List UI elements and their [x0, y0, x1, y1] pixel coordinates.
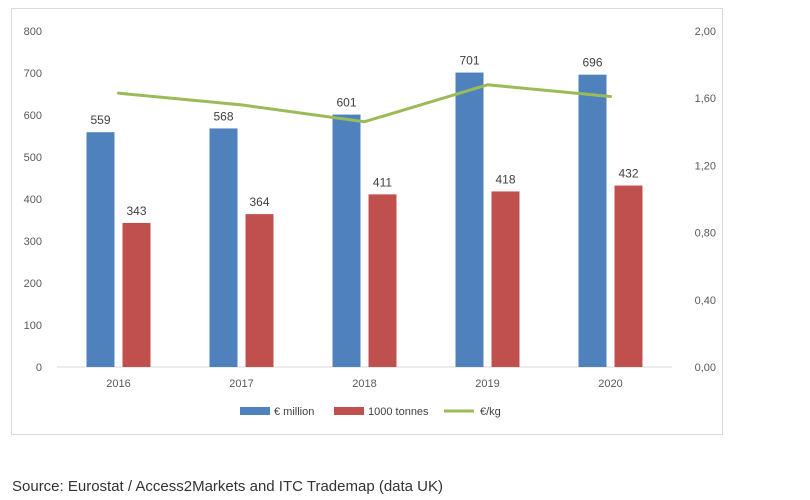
legend-swatch	[240, 407, 270, 415]
bar-million-2019	[455, 72, 484, 367]
left-axis-tick: 100	[24, 320, 42, 332]
right-axis-tick: 0,40	[695, 295, 716, 307]
bar-data-label: 568	[213, 109, 233, 123]
left-axis-tick: 500	[24, 152, 42, 164]
bar-million-2017	[209, 128, 238, 367]
left-axis-tick: 400	[24, 194, 42, 206]
left-axis-tick: 300	[24, 236, 42, 248]
source-note: Source: Eurostat / Access2Markets and IT…	[12, 478, 444, 495]
bar-data-label: 696	[582, 56, 602, 70]
chart: 0 100 200 300 400 500 600 700 800 0,00 0,40 0,80 1,…	[24, 26, 716, 418]
bar-1000-tonnes-2016	[122, 222, 151, 367]
bar-1000-tonnes-2017	[245, 214, 274, 367]
right-axis-tick: 0,00	[695, 362, 716, 374]
bar-data-label: 411	[373, 175, 392, 189]
left-axis-tick: 700	[24, 68, 42, 80]
left-axis-tick: 200	[24, 278, 42, 290]
left-axis-tick: 600	[24, 110, 42, 122]
legend-label: €/kg	[480, 406, 501, 418]
legend-label: € million	[274, 406, 314, 418]
category-label: 2018	[352, 378, 376, 390]
bar-million-2018	[332, 114, 361, 367]
bar-million-2016	[86, 132, 115, 367]
category-label: 2017	[229, 378, 253, 390]
right-axis-tick: 2,00	[695, 26, 716, 38]
bar-data-label: 343	[126, 204, 146, 218]
category-label: 2019	[475, 378, 499, 390]
bar-data-label: 701	[459, 54, 479, 68]
bar-million-2020	[578, 74, 607, 368]
bar-data-label: 601	[336, 96, 356, 110]
category-label: 2020	[598, 378, 622, 390]
left-axis-tick: 0	[36, 362, 42, 374]
chart-frame: 0 100 200 300 400 500 600 700 800 0,00 0,40 0,80 1,…	[11, 8, 723, 435]
legend-label: 1000 tonnes	[368, 406, 429, 418]
right-axis-tick: 0,80	[695, 228, 716, 240]
bar-1000-tonnes-2020	[614, 185, 643, 367]
bar-1000-tonnes-2019	[491, 191, 520, 367]
right-axis-tick: 1,60	[695, 93, 716, 105]
legend-swatch	[334, 407, 364, 415]
category-label: 2016	[106, 378, 130, 390]
bar-data-label: 418	[495, 172, 515, 186]
bar-data-label: 432	[618, 167, 638, 181]
bar-data-label: 559	[90, 113, 110, 127]
bar-1000-tonnes-2018	[368, 194, 397, 367]
bar-data-label: 364	[249, 195, 269, 209]
left-axis-tick: 800	[24, 26, 42, 38]
line-series-eur-per-kg	[117, 83, 612, 124]
right-axis-tick: 1,20	[695, 160, 716, 172]
